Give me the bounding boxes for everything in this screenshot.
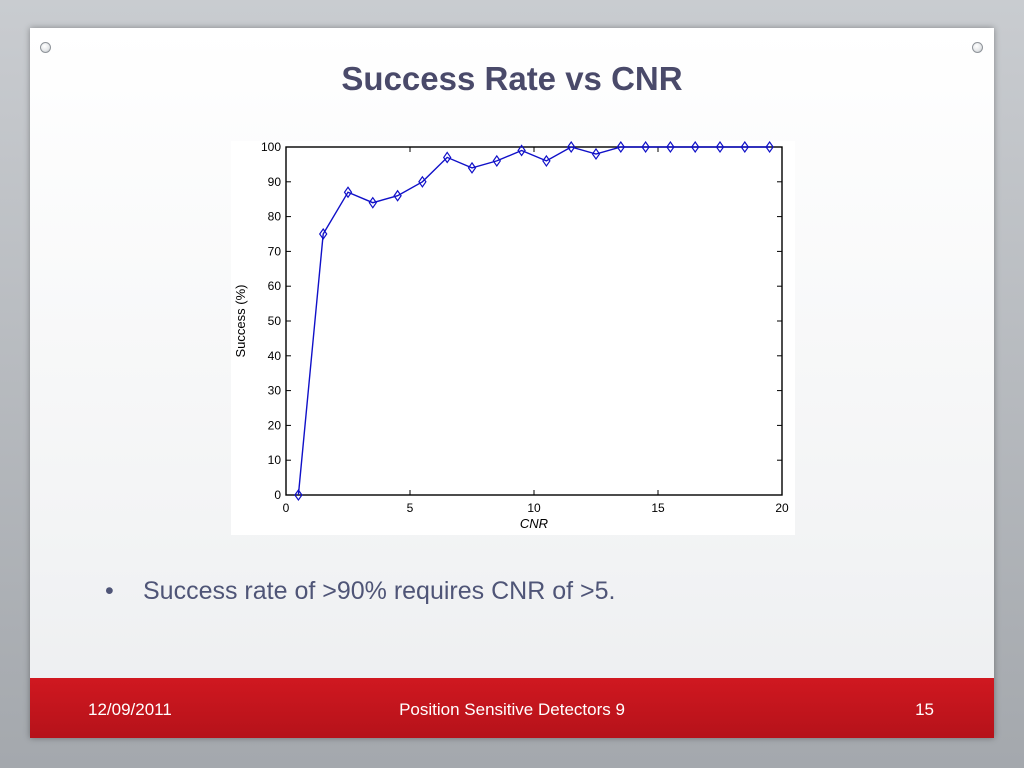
- data-point-diamond: [393, 189, 402, 202]
- x-tick-label: 5: [407, 501, 414, 515]
- data-point-diamond: [368, 196, 378, 209]
- footer-date: 12/09/2011: [88, 700, 172, 719]
- axis-tick-labels: 0 5 10 15 20 0 10 20 30 40 50 60 70 80 90 100: [261, 141, 789, 515]
- footer-title: Position Sensitive Detectors 9: [399, 700, 625, 719]
- x-tick-label: 20: [775, 501, 789, 515]
- data-point-diamond: [492, 154, 502, 167]
- data-point-diamond: [467, 161, 477, 174]
- corner-dot-left: [40, 42, 51, 53]
- data-point-diamond: [641, 141, 650, 154]
- series-markers: [294, 141, 774, 502]
- y-axis-label: Success (%): [233, 285, 248, 358]
- y-tick-label: 50: [268, 314, 282, 328]
- x-tick-label: 10: [527, 501, 541, 515]
- x-tick-label: 0: [283, 501, 290, 515]
- series-line: [297, 146, 770, 496]
- data-point-diamond: [318, 227, 328, 241]
- data-point-diamond: [715, 141, 725, 154]
- y-tick-label: 80: [268, 210, 282, 224]
- y-tick-label: 60: [268, 279, 282, 293]
- data-point-diamond: [517, 144, 526, 157]
- footer-bar: 12/09/2011 Position Sensitive Detectors …: [30, 678, 994, 738]
- footer-page-number: 15: [915, 700, 934, 719]
- corner-dot-right: [972, 42, 983, 53]
- data-point-diamond: [740, 141, 750, 154]
- y-tick-label: 70: [268, 244, 282, 258]
- y-tick-label: 20: [268, 418, 282, 432]
- data-point-diamond: [294, 488, 303, 502]
- data-point-diamond: [666, 141, 675, 154]
- x-axis-label: CNR: [520, 516, 548, 531]
- bullet-marker: •: [105, 577, 114, 605]
- y-tick-label: 30: [268, 384, 282, 398]
- data-point-diamond: [690, 141, 700, 154]
- bullet-text: Success rate of >90% requires CNR of >5.: [143, 577, 616, 605]
- y-tick-label: 0: [274, 488, 281, 502]
- bullet-item: • Success rate of >90% requires CNR of >5…: [105, 577, 615, 606]
- plot-frame: [285, 146, 783, 496]
- data-point-diamond: [566, 141, 576, 154]
- y-tick-label: 40: [268, 349, 282, 363]
- data-point-diamond: [343, 186, 353, 199]
- y-tick-label: 90: [268, 175, 282, 189]
- data-point-diamond: [542, 154, 551, 167]
- data-point-diamond: [616, 141, 626, 154]
- data-point-diamond: [418, 175, 427, 188]
- x-tick-label: 15: [651, 501, 665, 515]
- data-point-diamond: [442, 151, 452, 164]
- slide-title: Success Rate vs CNR: [341, 60, 683, 97]
- success-vs-cnr-chart: 0 5 10 15 20 0 10 20 30 40 50 60 70 80 90 100 CNR Succe…: [233, 141, 789, 531]
- y-tick-label: 100: [261, 141, 281, 154]
- data-point-diamond: [591, 147, 601, 161]
- axis-ticks: [285, 146, 783, 496]
- data-point-diamond: [765, 141, 774, 154]
- y-tick-label: 10: [268, 453, 282, 467]
- chart-panel: 0 5 10 15 20 0 10 20 30 40 50 60 70 80 90 100 CNR Succe…: [231, 141, 795, 535]
